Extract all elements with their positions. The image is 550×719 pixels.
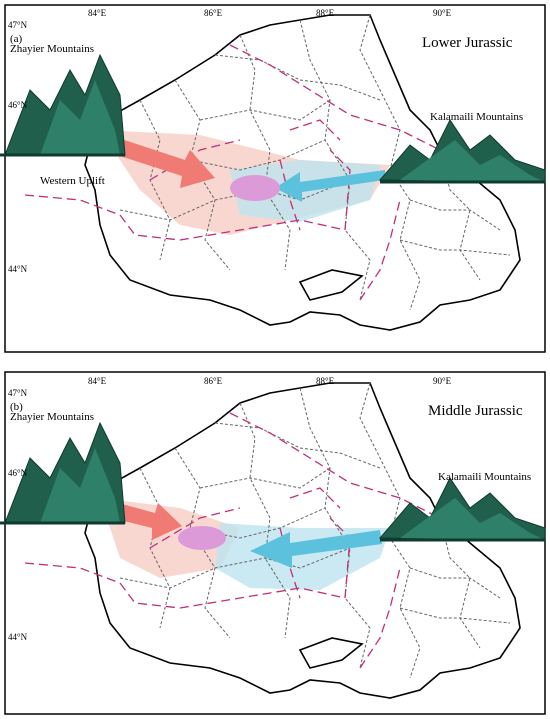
annotation: Western Uplift	[40, 175, 105, 187]
panel-label: (a)	[10, 33, 23, 45]
lon-label: 88°E	[316, 376, 335, 386]
depocenter	[178, 526, 226, 550]
mountain-icon	[378, 476, 547, 542]
lat-label: 46°N	[8, 100, 28, 110]
annotation: Zhayier Mountains	[10, 43, 94, 55]
depocenter	[230, 175, 280, 201]
flow-arrow	[95, 132, 215, 188]
lon-label: 86°E	[204, 376, 223, 386]
lon-label: 88°E	[316, 8, 335, 18]
lon-label: 86°E	[204, 8, 223, 18]
lon-label: 84°E	[88, 376, 107, 386]
lon-label: 84°E	[88, 8, 107, 18]
panel-label: (b)	[10, 401, 23, 413]
lat-label: 47°N	[8, 388, 28, 398]
lat-label: 44°N	[8, 632, 28, 642]
flow-arrow	[250, 530, 382, 568]
panel-title: Middle Jurassic	[428, 403, 523, 419]
lat-label: 46°N	[8, 468, 28, 478]
lat-label: 47°N	[8, 20, 28, 30]
lon-label: 90°E	[433, 8, 452, 18]
mountain-icon	[378, 118, 547, 184]
annotation: Zhayier Mountains	[10, 411, 94, 423]
panel-frame	[4, 371, 546, 715]
flow-arrow	[275, 170, 385, 202]
panel-b: 47°N 46°N 44°N 84°E 86°E 88°E 90°E (b) M…	[0, 371, 547, 715]
annotation: Kalamaili Mountains	[438, 471, 531, 483]
annotation: Kalamaili Mountains	[430, 111, 523, 123]
lon-label: 90°E	[433, 376, 452, 386]
panel-title: Lower Jurassic	[422, 35, 513, 51]
panel-a: 47°N 46°N 44°N 84°E 86°E 88°E 90°E (a) L…	[0, 4, 547, 353]
lat-label: 44°N	[8, 264, 28, 274]
